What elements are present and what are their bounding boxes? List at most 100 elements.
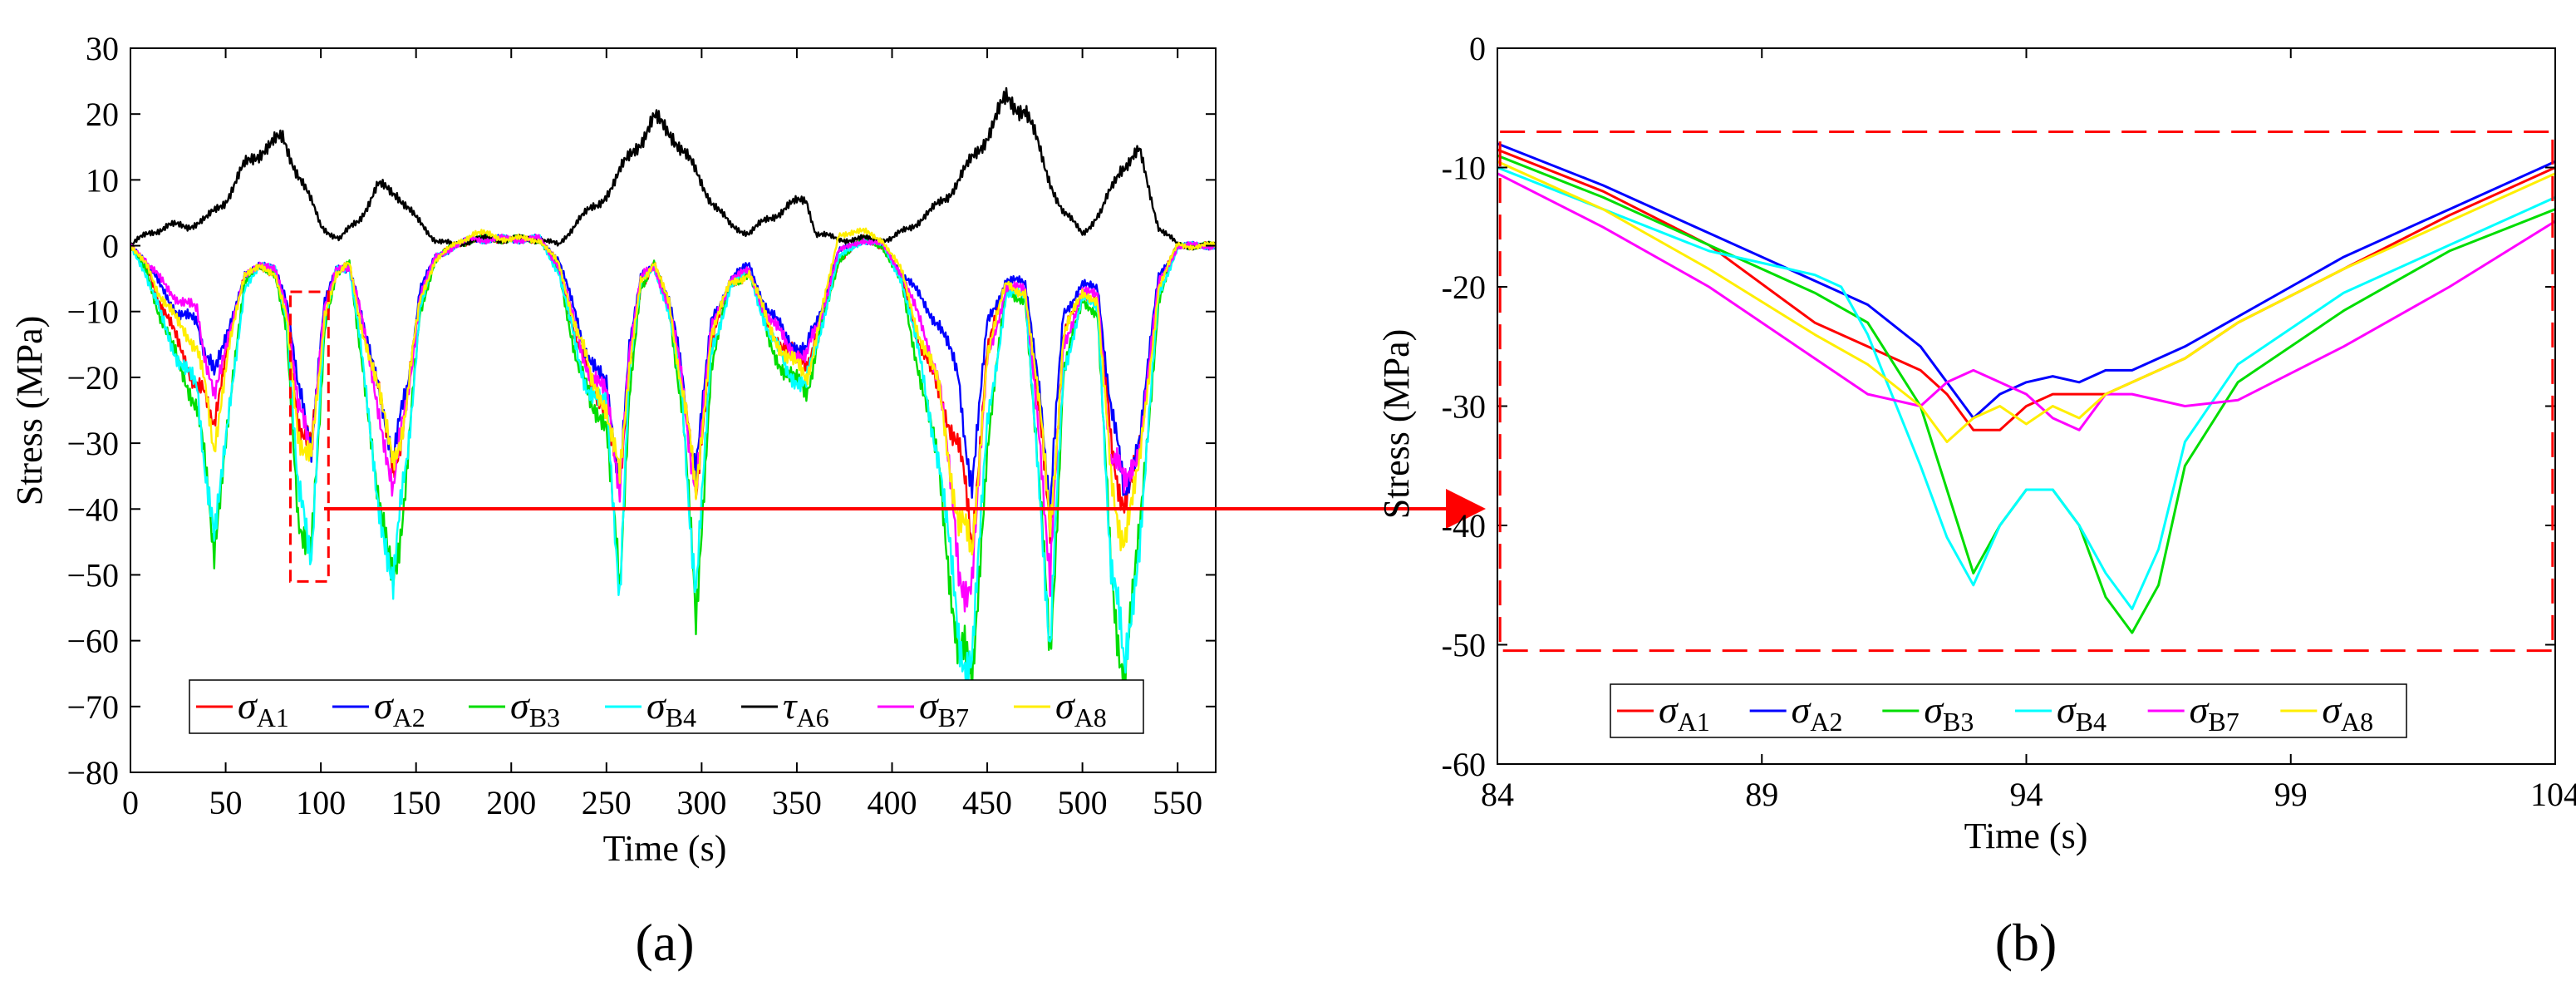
legend-entry: σB7: [919, 684, 969, 732]
x-tick-label: 500: [1058, 784, 1108, 821]
legend-subscript: B4: [2076, 707, 2107, 737]
y-tick-label: 0: [102, 228, 119, 265]
x-tick-label: 550: [1153, 784, 1202, 821]
legend-subscript: B3: [529, 703, 560, 732]
series-line-b7: [1497, 172, 2555, 431]
chart-b-dashed-box: [1498, 130, 2554, 653]
legend-symbol: σ: [238, 684, 258, 727]
legend-symbol: σ: [1924, 688, 1944, 731]
legend-entry: σA8: [1055, 684, 1107, 732]
x-tick-label: 99: [2274, 776, 2308, 813]
legend-entry: σA2: [374, 684, 425, 732]
y-tick-label: −10: [66, 293, 119, 331]
y-tick-label: −80: [66, 754, 119, 791]
series-line-a8: [130, 227, 1216, 556]
y-tick-label: −20: [66, 359, 119, 397]
series-line-a1: [1497, 148, 2555, 431]
legend-entry: σB4: [646, 684, 696, 732]
x-tick-label: 89: [1745, 776, 1778, 813]
legend-entry: τA6: [783, 684, 829, 732]
x-tick-label: 250: [582, 784, 632, 821]
series-line-a2: [130, 234, 1216, 510]
x-tick-label: 104: [2530, 776, 2576, 813]
chart-b: 84 89 94 99 104 0 -10 -20 -30 -40 -50 -60 Stress (M…: [1376, 30, 2576, 972]
y-tick-label: -40: [1442, 507, 1486, 545]
chart-b-xlabel: Time (s): [1964, 816, 2088, 856]
dashed-region: [1498, 130, 2554, 653]
x-tick-label: 300: [676, 784, 726, 821]
y-tick-label: 30: [86, 30, 119, 67]
legend-subscript: B7: [2208, 707, 2239, 737]
x-tick-label: 350: [772, 784, 822, 821]
legend-symbol: σ: [1792, 688, 1812, 731]
chart-a-zoom-box: [288, 290, 330, 583]
legend-subscript: A2: [1810, 707, 1842, 737]
x-tick-label: 94: [2010, 776, 2043, 813]
legend-entry: σB3: [1924, 688, 1974, 737]
legend-symbol: σ: [510, 684, 531, 727]
legend-subscript: A1: [257, 703, 289, 732]
legend-subscript: A2: [393, 703, 425, 732]
legend-symbol: σ: [374, 684, 395, 727]
chart-a-xlabel: Time (s): [603, 828, 727, 869]
legend-entry: σA1: [238, 684, 289, 732]
series-line-a2: [1497, 142, 2555, 420]
chart-a-ticks: 0 50 100 150 200 250 300 350 400 450 500 5503020100…: [66, 30, 1216, 821]
legend-symbol: σ: [1659, 688, 1679, 731]
y-tick-label: −50: [66, 556, 119, 594]
y-tick-label: −30: [66, 425, 119, 462]
legend-symbol: σ: [2322, 688, 2342, 731]
legend-symbol: σ: [2190, 688, 2210, 731]
x-tick-label: 84: [1481, 776, 1514, 813]
y-tick-label: −70: [66, 688, 119, 726]
series-line-b4: [1497, 166, 2555, 610]
chart-a-frame: [130, 47, 1217, 773]
x-tick-label: 200: [486, 784, 536, 821]
legend-subscript: B4: [666, 703, 696, 732]
legend-subscript: B7: [938, 703, 969, 732]
x-tick-label: 100: [296, 784, 346, 821]
y-tick-label: 10: [86, 161, 119, 199]
chart-b-series-group: [1497, 142, 2555, 634]
chart-a-panel-label: (a): [635, 913, 694, 972]
legend-subscript: B3: [1943, 707, 1974, 737]
legend-symbol: τ: [783, 684, 798, 727]
legend-subscript: A8: [1074, 703, 1107, 732]
y-tick-label: -60: [1442, 746, 1486, 783]
x-tick-label: 450: [962, 784, 1012, 821]
chart-b-legend: σA1 σA2 σB3 σB4 σB7 σA8: [1610, 683, 2407, 738]
chart-a-ylabel: Stress (MPa): [9, 316, 50, 506]
chart-b-panel-label: (b): [1995, 913, 2057, 972]
legend-entry: σB7: [2190, 688, 2239, 737]
legend-symbol: σ: [646, 684, 667, 727]
x-tick-label: 150: [391, 784, 441, 821]
zoom-region: [288, 290, 330, 583]
legend-entry: σB4: [2057, 688, 2107, 737]
x-tick-label: 50: [209, 784, 243, 821]
legend-entry: σA2: [1792, 688, 1843, 737]
chart-b-ticks: 84 89 94 99 104 0 -10 -20 -30 -40 -50 -60: [1442, 30, 2576, 813]
x-tick-label: 400: [867, 784, 917, 821]
legend-entry: σA8: [2322, 688, 2373, 737]
x-tick-label: 0: [122, 784, 139, 821]
y-tick-label: −40: [66, 491, 119, 528]
legend-entry: σA1: [1659, 688, 1710, 737]
legend-subscript: A1: [1678, 707, 1710, 737]
y-tick-label: -20: [1442, 269, 1486, 306]
legend-entry: σB3: [510, 684, 560, 732]
chart-a-series-group: [130, 86, 1216, 703]
legend-symbol: σ: [2057, 688, 2077, 731]
legend-subscript: A6: [796, 703, 828, 732]
y-tick-label: 20: [86, 96, 119, 133]
y-tick-label: -30: [1442, 388, 1486, 426]
series-line-a6: [130, 86, 1216, 251]
legend-symbol: σ: [1055, 684, 1076, 727]
legend-subscript: A8: [2341, 707, 2373, 737]
y-tick-label: −60: [66, 623, 119, 660]
y-tick-label: -10: [1442, 150, 1486, 187]
y-tick-label: 0: [1469, 30, 1486, 67]
series-line-a8: [1497, 160, 2555, 443]
legend-symbol: σ: [919, 684, 940, 727]
chart-a-legend: σA1 σA2 σB3 σB4 τA6 σB7 σA8: [189, 679, 1144, 734]
